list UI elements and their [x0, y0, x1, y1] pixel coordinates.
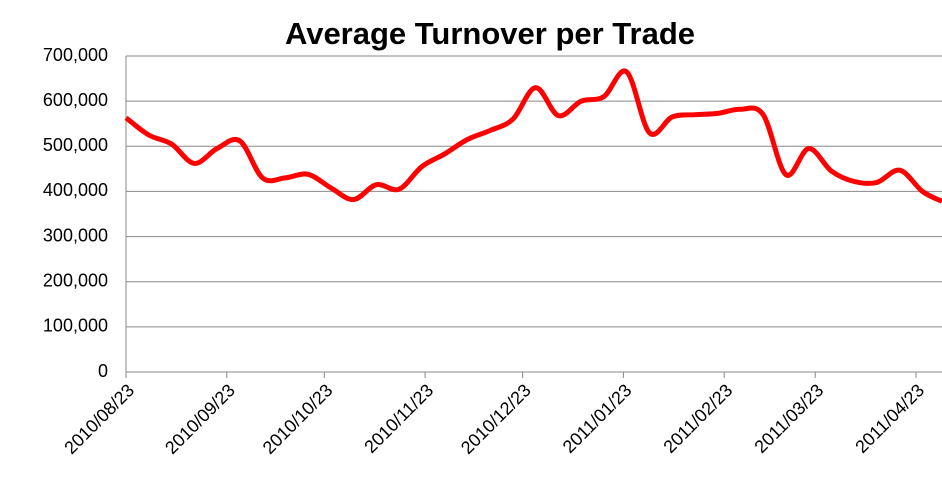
x-tick-label: 2010/10/23 [259, 380, 337, 458]
x-tick-label: 2011/04/23 [851, 380, 928, 457]
y-tick-label: 600,000 [43, 90, 108, 110]
x-tick-label: 2011/01/23 [559, 380, 636, 457]
y-tick-label: 0 [98, 361, 108, 381]
y-tick-label: 400,000 [43, 180, 108, 200]
y-tick-label: 100,000 [43, 316, 108, 336]
y-tick-label: 700,000 [43, 45, 108, 65]
x-tick-label: 2011/03/23 [750, 380, 827, 457]
y-tick-label: 200,000 [43, 270, 108, 290]
y-tick-label: 500,000 [43, 135, 108, 155]
x-tick-label: 2011/02/23 [659, 380, 736, 457]
y-tick-label: 300,000 [43, 225, 108, 245]
x-tick-label: 2010/09/23 [161, 380, 239, 458]
line-series [124, 68, 942, 204]
x-tick-label: 2010/11/23 [360, 380, 437, 457]
chart-title: Average Turnover per Trade [285, 16, 695, 51]
x-tick-label: 2010/12/23 [457, 380, 535, 458]
x-tick-label: 2010/08/23 [60, 380, 138, 458]
